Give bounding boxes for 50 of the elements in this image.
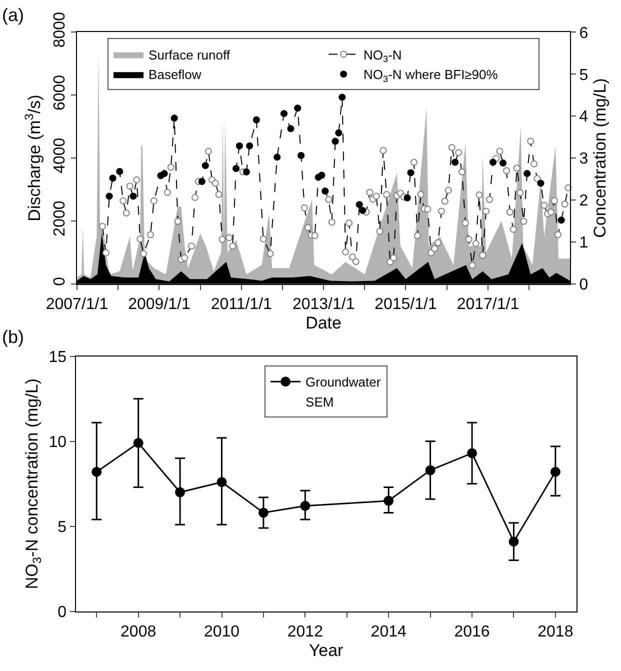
y2-tick-label: 0 xyxy=(579,276,588,294)
point xyxy=(133,438,144,448)
x-tick-label: 2010 xyxy=(204,623,240,640)
x-tick-label: 2012 xyxy=(287,623,324,640)
y-tick-label: 0 xyxy=(58,604,67,621)
point xyxy=(258,508,268,518)
y2-tick-label: 2 xyxy=(579,192,588,210)
x-tick-label: 2014 xyxy=(370,623,406,640)
x-axis-title: Year xyxy=(308,640,344,660)
y2-tick-label: 6 xyxy=(579,24,588,42)
legend-label: Surface runoff xyxy=(148,47,230,62)
point xyxy=(300,500,310,511)
point xyxy=(508,536,519,547)
y-tick-label: 15 xyxy=(48,348,67,366)
point xyxy=(92,466,102,477)
x-tick-label: 2007/1/1 xyxy=(46,296,108,314)
text: (a) xyxy=(2,5,24,25)
y-tick-label: 2000 xyxy=(52,200,69,236)
y2-axis-title: Concentration (mg/L) xyxy=(590,78,610,238)
legend-label: NO$_{3}$-N xyxy=(364,47,402,64)
legend-label: Groundwater xyxy=(306,374,382,390)
point xyxy=(384,496,394,506)
x-tick-label: 2016 xyxy=(454,623,490,640)
x-tick-label: 2008 xyxy=(120,623,156,640)
point xyxy=(175,487,186,498)
y-tick-label: 10 xyxy=(48,434,67,451)
legend-label: NO$_{3}$-N where BFI≥90% xyxy=(364,67,498,84)
y-tick-label: 4000 xyxy=(52,138,69,174)
annotation: SEM xyxy=(306,394,334,410)
y2-tick-label: 1 xyxy=(579,234,588,252)
point xyxy=(425,465,436,476)
legend-label: Baseflow xyxy=(148,67,202,82)
x-axis-title: Date xyxy=(306,313,342,332)
x-tick-label: 2017/1/1 xyxy=(456,296,520,314)
text: (b) xyxy=(2,327,24,347)
x-tick-label: 2018 xyxy=(538,623,574,640)
x-tick-label: 2015/1/1 xyxy=(374,296,437,314)
y2-tick-label: 4 xyxy=(579,108,588,126)
y2-tick-label: 3 xyxy=(579,150,588,168)
point xyxy=(550,466,560,477)
y-tick-label: 0 xyxy=(52,276,69,286)
y-tick-label: 6000 xyxy=(52,74,69,111)
x-tick-label: 2011/1/1 xyxy=(210,296,272,314)
point xyxy=(216,477,227,488)
y-tick-label: 5 xyxy=(58,518,67,536)
y2-tick-label: 5 xyxy=(579,66,588,84)
point xyxy=(467,448,478,458)
x-tick-label: 2013/1/1 xyxy=(292,296,355,314)
x-tick-label: 2009/1/1 xyxy=(128,296,190,314)
y-tick-label: 8000 xyxy=(52,12,69,48)
